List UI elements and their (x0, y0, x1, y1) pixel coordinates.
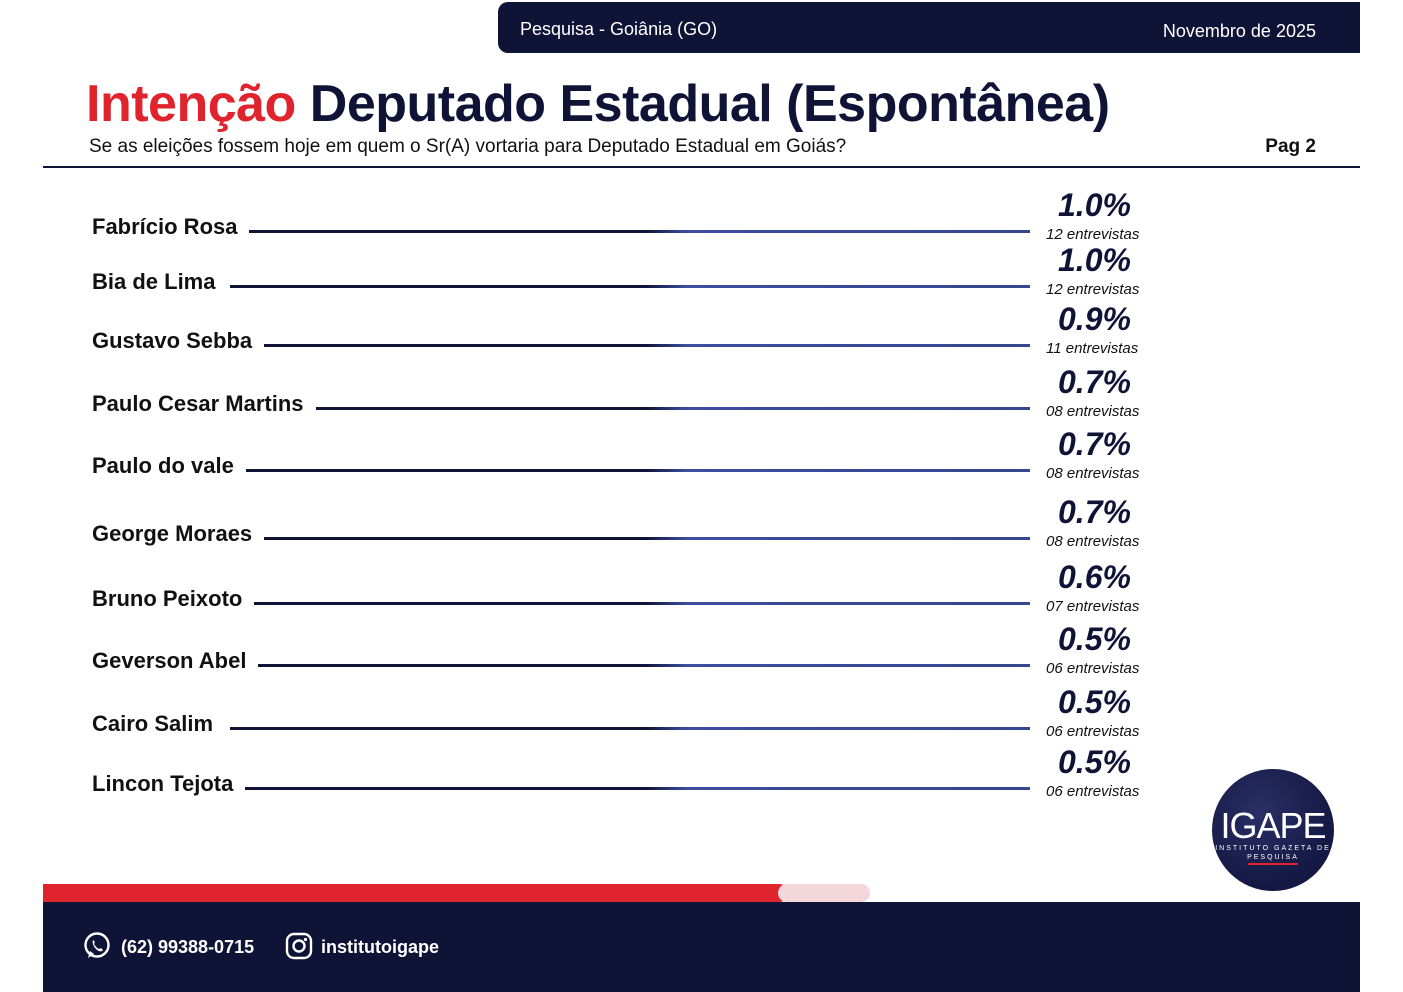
logo-underline (1248, 863, 1298, 865)
candidate-name: Bruno Peixoto (92, 586, 255, 612)
interview-count: 07 entrevistas (1046, 598, 1140, 615)
accent-bar-tail (778, 884, 870, 902)
footer-instagram[interactable]: institutoigape (321, 937, 439, 957)
survey-date: Novembro de 2025 (1162, 21, 1316, 41)
footer-phone[interactable]: (62) 99388-0715 (121, 937, 255, 957)
percent-value: 0.9% (1058, 301, 1131, 337)
interview-count: 11 entrevistas (1046, 340, 1139, 357)
candidate-name: George Moraes (92, 521, 265, 547)
logo-tagline: INSTITUTO GAZETA DE PESQUISA (1215, 845, 1331, 861)
question-subtitle: Se as eleições fossem hoje em quem o Sr(… (89, 136, 847, 157)
igape-logo: IGAPE INSTITUTO GAZETA DE PESQUISA (1212, 769, 1334, 891)
percent-value: 1.0% (1058, 187, 1131, 223)
leader-line (230, 537, 1030, 540)
candidate-name: Paulo do vale (92, 453, 246, 479)
interview-count: 06 entrevistas (1046, 783, 1140, 800)
leader-line (230, 787, 1030, 790)
interview-count: 12 entrevistas (1046, 281, 1140, 298)
percent-value: 0.7% (1058, 364, 1131, 400)
interview-count: 06 entrevistas (1046, 660, 1140, 677)
interview-count: 08 entrevistas (1046, 465, 1140, 482)
candidate-name: Gustavo Sebba (92, 328, 265, 354)
page-title: Intenção Deputado Estadual (Espontânea) (86, 74, 1110, 134)
logo-name: IGAPE (1220, 805, 1326, 846)
instagram-icon (285, 932, 313, 960)
title-rest: Deputado Estadual (Espontânea) (309, 75, 1110, 133)
title-highlight: Intenção (86, 75, 296, 133)
leader-line (230, 407, 1030, 410)
whatsapp-icon (84, 932, 110, 958)
page-number: Pag 2 (1265, 136, 1316, 157)
leader-line (230, 727, 1030, 730)
interview-count: 12 entrevistas (1046, 226, 1140, 243)
interview-count: 08 entrevistas (1046, 533, 1140, 550)
candidate-name: Bia de Lima (92, 269, 228, 295)
percent-value: 0.5% (1058, 684, 1131, 720)
header-divider (43, 166, 1360, 168)
percent-value: 0.7% (1058, 494, 1131, 530)
percent-value: 0.5% (1058, 621, 1131, 657)
interview-count: 06 entrevistas (1046, 723, 1140, 740)
interview-count: 08 entrevistas (1046, 403, 1140, 420)
percent-value: 0.6% (1058, 559, 1131, 595)
percent-value: 0.5% (1058, 744, 1131, 780)
leader-line (230, 602, 1030, 605)
candidate-name: Geverson Abel (92, 648, 259, 674)
candidate-name: Lincon Tejota (92, 771, 246, 797)
red-accent-bar (43, 884, 788, 902)
leader-line (230, 344, 1030, 347)
percent-value: 0.7% (1058, 426, 1131, 462)
candidate-name: Cairo Salim (92, 711, 226, 737)
candidate-name: Paulo Cesar Martins (92, 391, 316, 417)
leader-line (230, 469, 1030, 472)
leader-line (230, 664, 1030, 667)
footer-bar: (62) 99388-0715 institutoigape (43, 902, 1360, 992)
survey-label: Pesquisa - Goiânia (GO) (520, 19, 718, 39)
leader-line (230, 285, 1030, 288)
leader-line (230, 230, 1030, 233)
candidate-name: Fabrício Rosa (92, 214, 250, 240)
percent-value: 1.0% (1058, 242, 1131, 278)
header-bar: Pesquisa - Goiânia (GO) Novembro de 2025 (498, 2, 1360, 53)
